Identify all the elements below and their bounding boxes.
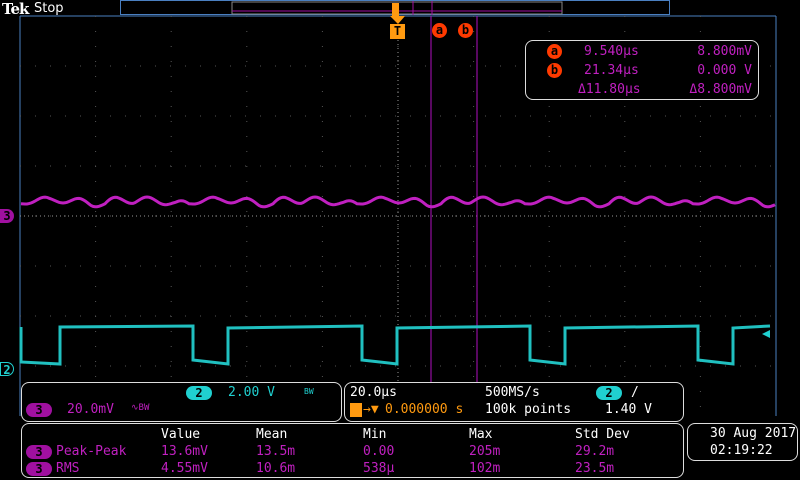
trigger-level-icon	[762, 330, 770, 338]
cursor-a-value: 8.800mV	[697, 44, 752, 59]
cursor-a-icon: a	[547, 44, 562, 59]
trigger-position[interactable]: 0.000000 s	[385, 402, 464, 417]
sample-rate: 500MS/s	[485, 385, 540, 400]
trigger-source-badge[interactable]: 2	[596, 386, 622, 400]
cursor-delta-time: Δ11.80µs	[578, 82, 641, 97]
horizontal-trigger-panel[interactable]: 20.0µs 500MS/s 2 / →▼ 0.000000 s 100k po…	[344, 382, 684, 422]
header-min: Min	[363, 427, 387, 442]
row-min: 0.00	[363, 444, 395, 459]
trigger-position-icon	[350, 403, 362, 417]
trigger-position-marker	[392, 3, 399, 16]
ch3-waveform	[20, 195, 776, 209]
ch3-scale[interactable]: 20.0mV	[67, 402, 114, 417]
row-std-dev: 23.5m	[575, 461, 615, 476]
ch2-scale[interactable]: 2.00 V	[228, 385, 275, 400]
cursor-readout[interactable]: a 9.540µs 8.800mV b 21.34µs 0.000 V Δ11.…	[525, 40, 759, 100]
trigger-position-arrow-icon: →▼	[363, 402, 379, 417]
tek-logo: Tek	[2, 0, 29, 18]
row-std-dev: 29.2m	[575, 444, 615, 459]
trigger-level[interactable]: 1.40 V	[605, 402, 652, 417]
ch3-badge[interactable]: 3	[26, 403, 52, 417]
record-length: 100k points	[485, 402, 572, 417]
ch2-ground-marker[interactable]: 2	[0, 362, 14, 377]
row-name: RMS	[56, 461, 80, 476]
channel-settings-panel[interactable]: 2 2.00 V BW 3 20.0mV ∿BW	[21, 382, 342, 422]
time: 02:19:22	[710, 443, 773, 458]
row-mean: 10.6m	[256, 461, 296, 476]
row-channel-badge: 3	[26, 462, 52, 476]
header-mean: Mean	[256, 427, 288, 442]
measurement-panel[interactable]: Value Mean Min Max Std Dev 3 Peak-Peak 1…	[21, 423, 684, 478]
row-max: 102m	[469, 461, 501, 476]
acquisition-status: Stop	[34, 1, 64, 16]
cursor-b-time: 21.34µs	[584, 63, 639, 78]
cursor-b-value: 0.000 V	[697, 63, 752, 78]
ch2-waveform	[19, 324, 771, 366]
row-channel-badge: 3	[26, 445, 52, 459]
row-value: 13.6mV	[161, 444, 208, 459]
timebase[interactable]: 20.0µs	[350, 385, 397, 400]
row-name: Peak-Peak	[56, 444, 127, 459]
row-mean: 13.5m	[256, 444, 296, 459]
row-value: 4.55mV	[161, 461, 208, 476]
datetime-panel[interactable]: 30 Aug 2017 02:19:22	[687, 423, 798, 461]
ch2-bandwidth-icon: BW	[304, 387, 314, 396]
trigger-slope-icon: /	[631, 385, 639, 400]
cursor-a-time: 9.540µs	[584, 44, 639, 59]
cursor-b-marker[interactable]: b	[458, 23, 473, 38]
ch2-badge[interactable]: 2	[186, 386, 212, 400]
cursor-a-marker[interactable]: a	[432, 23, 447, 38]
row-min: 538µ	[363, 461, 395, 476]
trigger-arrow-icon	[390, 16, 405, 24]
date: 30 Aug 2017	[710, 426, 797, 441]
row-max: 205m	[469, 444, 501, 459]
cursor-b-icon: b	[547, 63, 562, 78]
cursor-delta-value: Δ8.800mV	[689, 82, 752, 97]
header-std-dev: Std Dev	[575, 427, 630, 442]
ch3-bandwidth-icon: ∿BW	[131, 403, 150, 413]
trigger-marker[interactable]: T	[390, 24, 405, 39]
ch3-ground-marker[interactable]: 3	[0, 209, 14, 223]
header-max: Max	[469, 427, 493, 442]
header-value: Value	[161, 427, 201, 442]
